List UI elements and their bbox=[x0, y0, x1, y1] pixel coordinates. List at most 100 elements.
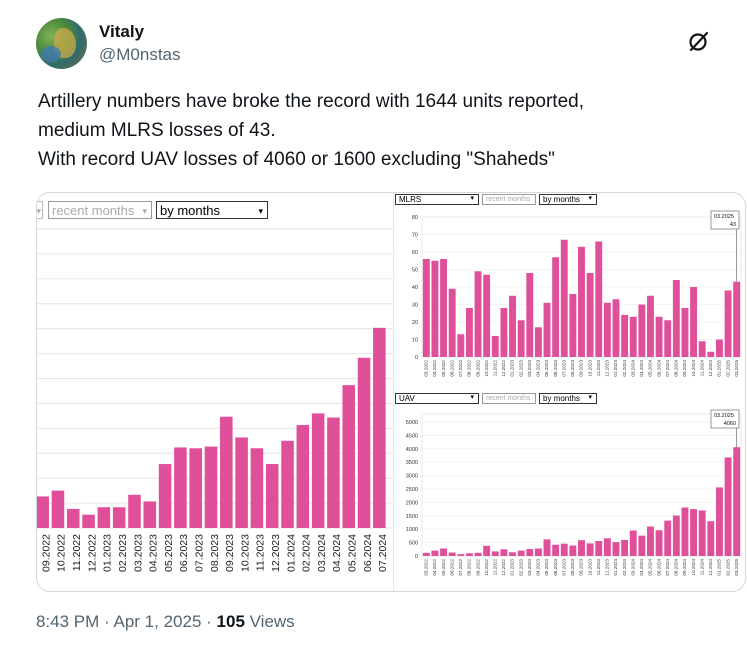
tweet-date[interactable]: Apr 1, 2025 bbox=[113, 612, 202, 631]
bar bbox=[629, 530, 637, 556]
tick-label: 02.2024 bbox=[622, 559, 627, 576]
bar bbox=[595, 241, 603, 357]
period-select[interactable]: by months ▾ bbox=[539, 393, 597, 404]
tick-label: 06.2024 bbox=[362, 534, 374, 572]
tick-label: 12.2022 bbox=[501, 360, 506, 377]
bar bbox=[220, 416, 233, 528]
bar bbox=[647, 526, 654, 556]
period-select[interactable]: by months ▾ bbox=[539, 194, 597, 205]
bar bbox=[681, 308, 689, 357]
tick-label: 01.2023 bbox=[510, 360, 515, 377]
bar bbox=[465, 308, 473, 357]
tick-label: 03.2024 bbox=[316, 534, 328, 572]
tick-label: 01.2025 bbox=[717, 360, 722, 377]
bar bbox=[342, 385, 356, 528]
tick-label: 11.2024 bbox=[699, 360, 704, 377]
bar bbox=[66, 508, 80, 528]
separator-dot: · bbox=[104, 612, 114, 631]
chevron-down-icon: ▾ bbox=[588, 394, 592, 401]
tweet-media-image[interactable]: ▾ recent months ▾ by months ▾ 09.2022 10.20… bbox=[36, 192, 746, 592]
tick-label: 10.2022 bbox=[484, 360, 489, 377]
range-select-value: recent months bbox=[486, 395, 531, 402]
y-tick-label: 2500 bbox=[406, 487, 418, 493]
tick-label: 03.2024 bbox=[630, 559, 635, 576]
tick-label: 03.2025 bbox=[734, 360, 739, 377]
tick-label: 01.2025 bbox=[717, 559, 722, 576]
tick-label: 11.2023 bbox=[596, 559, 601, 576]
category-select[interactable]: UAV ▾ bbox=[395, 393, 479, 404]
tick-label: 07.2022 bbox=[458, 559, 463, 576]
bar bbox=[448, 552, 456, 556]
bar bbox=[638, 535, 646, 556]
bar bbox=[174, 447, 187, 528]
tick-label: 05.2023 bbox=[544, 360, 549, 377]
bar bbox=[603, 302, 611, 357]
tick-label: 10.2022 bbox=[56, 534, 68, 572]
tick-label: 12.2024 bbox=[708, 360, 713, 377]
tick-label: 04.2024 bbox=[639, 559, 644, 576]
bar bbox=[474, 552, 482, 556]
period-select-value: by months bbox=[160, 203, 220, 218]
tick-label: 10.2023 bbox=[587, 360, 592, 377]
tick-label: 10.2024 bbox=[691, 360, 696, 377]
avatar[interactable] bbox=[36, 18, 87, 69]
period-select[interactable]: by months ▾ bbox=[156, 201, 268, 219]
grok-icon[interactable] bbox=[686, 28, 712, 54]
tick-label: 10.2023 bbox=[239, 534, 251, 572]
tick-label: 03.2023 bbox=[527, 360, 532, 377]
tick-label: 03.2025 bbox=[734, 559, 739, 576]
category-select[interactable]: MLRS ▾ bbox=[395, 194, 479, 205]
range-select[interactable]: recent months bbox=[482, 194, 536, 205]
tick-label: 08.2024 bbox=[674, 360, 679, 377]
bar bbox=[500, 549, 508, 556]
y-tick-label: 2000 bbox=[406, 500, 418, 506]
bar bbox=[569, 294, 577, 357]
y-tick-label: 500 bbox=[409, 541, 418, 547]
tick-label: 02.2023 bbox=[518, 559, 523, 576]
bar bbox=[491, 336, 499, 357]
y-tick-label: 5000 bbox=[406, 420, 418, 426]
range-select-value: recent months bbox=[486, 196, 531, 203]
tick-label: 09.2024 bbox=[682, 559, 687, 576]
tick-label: 06.2024 bbox=[656, 360, 661, 377]
bar bbox=[422, 552, 430, 556]
tick-label: 02.2023 bbox=[518, 360, 523, 377]
tweet-time[interactable]: 8:43 PM bbox=[36, 612, 100, 631]
bar bbox=[690, 509, 698, 556]
chevron-down-icon: ▾ bbox=[258, 206, 263, 216]
author-name[interactable]: Vitaly bbox=[99, 22, 145, 41]
tick-label: 09.2022 bbox=[475, 360, 480, 377]
y-tick-label: 50 bbox=[412, 268, 418, 274]
range-select[interactable]: recent months ▾ bbox=[48, 201, 152, 219]
views-label[interactable]: Views bbox=[249, 612, 295, 631]
tick-label: 07.2023 bbox=[561, 559, 566, 576]
tick-label: 04.2024 bbox=[331, 534, 343, 572]
tick-label: 12.2023 bbox=[605, 360, 610, 377]
tick-label: 06.2023 bbox=[553, 360, 558, 377]
tick-label: 02.2023 bbox=[117, 534, 129, 572]
chevron-down-icon: ▾ bbox=[588, 195, 592, 202]
tick-label: 05.2024 bbox=[648, 559, 653, 576]
tick-label: 11.2022 bbox=[71, 534, 83, 571]
category-select-clipped[interactable]: ▾ bbox=[37, 201, 43, 219]
y-tick-label: 20 bbox=[412, 320, 418, 326]
tick-label: 08.2022 bbox=[467, 559, 472, 576]
bar bbox=[311, 413, 325, 528]
tick-label: 06.2022 bbox=[449, 559, 454, 576]
bar bbox=[250, 448, 264, 528]
bar bbox=[707, 351, 715, 357]
y-tick-label: 0 bbox=[415, 554, 418, 560]
tick-label: 01.2023 bbox=[510, 559, 515, 576]
tick-label: 07.2022 bbox=[458, 360, 463, 377]
y-tick-label: 10 bbox=[412, 338, 418, 344]
tweet-line: With record UAV losses of 4060 or 1600 e… bbox=[38, 149, 555, 170]
tooltip-box bbox=[710, 210, 740, 230]
bar bbox=[586, 543, 594, 556]
bar bbox=[698, 341, 706, 357]
bar bbox=[204, 446, 218, 528]
bar bbox=[281, 440, 294, 528]
bar bbox=[457, 554, 465, 556]
range-select[interactable]: recent months bbox=[482, 393, 536, 404]
author-handle[interactable]: @M0nstas bbox=[99, 45, 181, 64]
bar bbox=[560, 543, 568, 556]
